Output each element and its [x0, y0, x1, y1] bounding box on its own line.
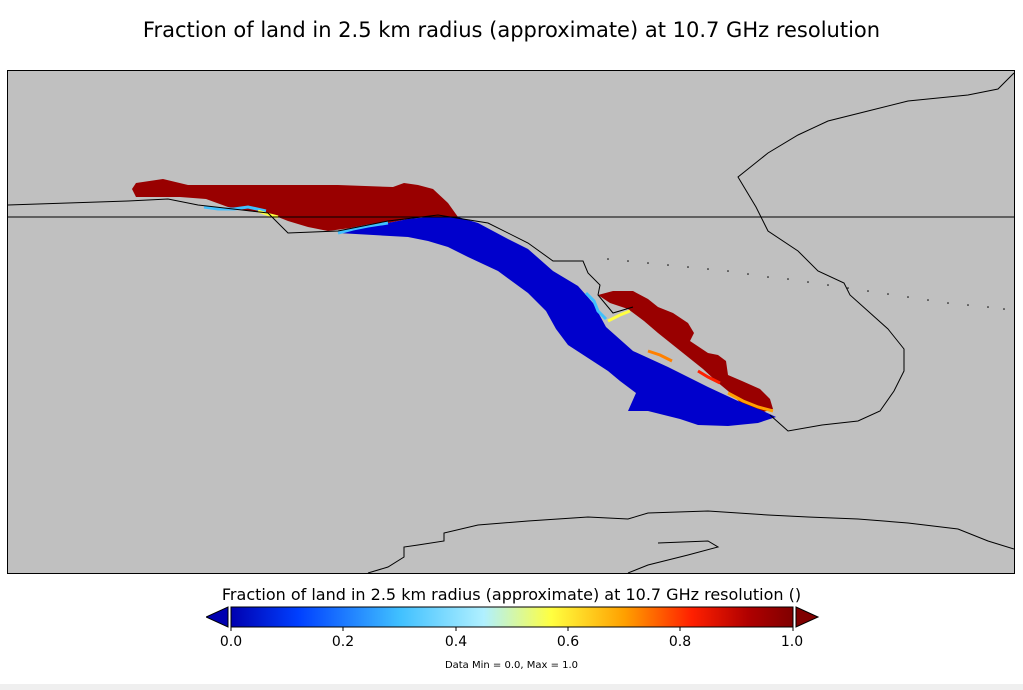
colorbar-tick-label: 0.8 [668, 634, 692, 650]
colorbar-title: Fraction of land in 2.5 km radius (appro… [221, 585, 802, 604]
colorbar-tick-label: 1.0 [780, 634, 804, 650]
map-canvas [8, 72, 1014, 573]
dotted-track [607, 258, 1005, 310]
water-region [338, 217, 776, 426]
colorbar-gradient [230, 606, 794, 628]
colorbar-ticks [230, 627, 794, 631]
colorbar [206, 606, 820, 631]
bottom-strip [0, 684, 1023, 690]
data-range-text: Data Min = 0.0, Max = 1.0 [444, 660, 579, 671]
colorbar-tick-label: 0.4 [444, 634, 468, 650]
colorbar-tick-label: 0.2 [331, 634, 355, 650]
colorbar-tick-label: 0.0 [219, 634, 243, 650]
map-panel[interactable] [7, 70, 1015, 574]
coastlines [8, 72, 1014, 573]
colorbar-tick-label: 0.6 [556, 634, 580, 650]
colorbar-min-extend [206, 606, 229, 628]
colorbar-max-extend [795, 606, 820, 628]
land-region [132, 179, 773, 413]
map-title: Fraction of land in 2.5 km radius (appro… [142, 18, 881, 42]
